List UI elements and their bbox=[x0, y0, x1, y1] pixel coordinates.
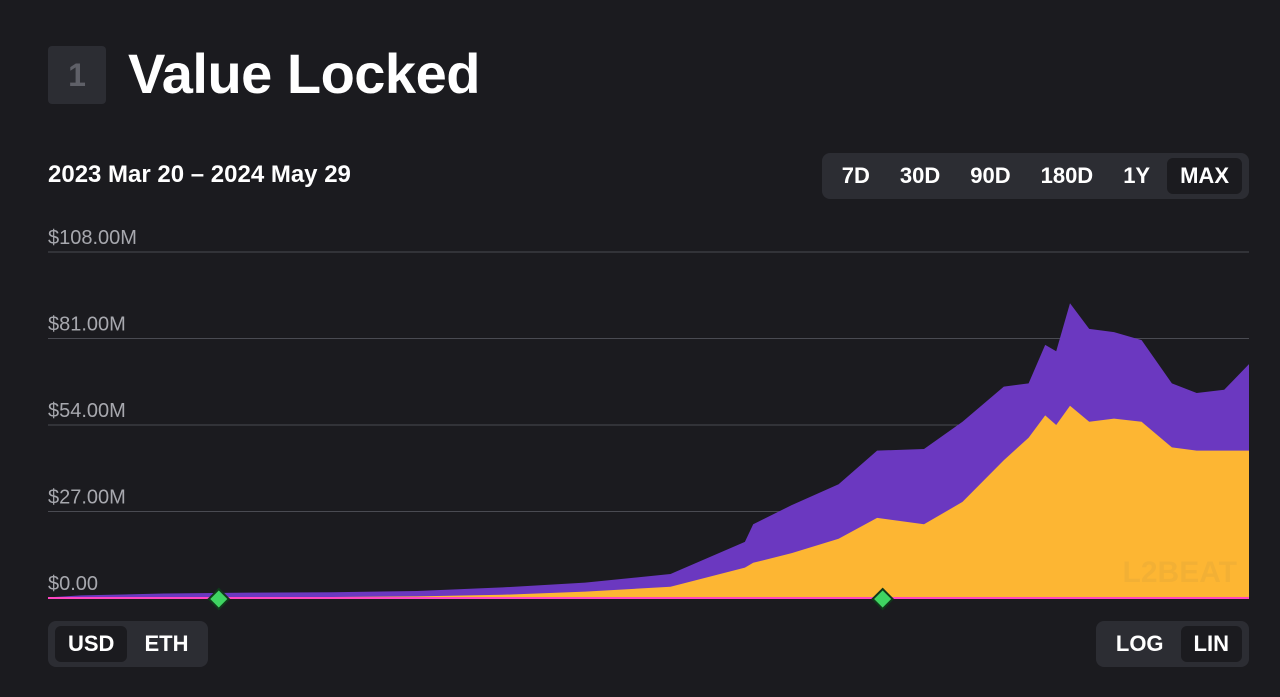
range-1y-button[interactable]: 1Y bbox=[1110, 158, 1163, 194]
range-90d-button[interactable]: 90D bbox=[957, 158, 1023, 194]
lin-scale-button[interactable]: LIN bbox=[1180, 626, 1242, 662]
series-bottom-area bbox=[48, 405, 1249, 598]
milestone-markers[interactable] bbox=[207, 587, 895, 611]
y-tick-label: $108.00M bbox=[48, 227, 137, 249]
page-title: Value Locked bbox=[128, 42, 480, 105]
time-range-switch: 7D 30D 90D 180D 1Y MAX bbox=[821, 153, 1249, 199]
y-axis-ticks: $0.00 $27.00M $54.00M $81.00M $108.00M bbox=[48, 227, 137, 595]
range-180d-button[interactable]: 180D bbox=[1028, 158, 1107, 194]
range-max-button[interactable]: MAX bbox=[1167, 158, 1242, 194]
y-tick-label: $27.00M bbox=[48, 487, 126, 509]
range-30d-button[interactable]: 30D bbox=[887, 158, 953, 194]
log-scale-button[interactable]: LOG bbox=[1103, 626, 1177, 662]
eth-button[interactable]: ETH bbox=[131, 626, 201, 662]
y-tick-label: $0.00 bbox=[48, 573, 98, 595]
series-areas bbox=[48, 303, 1249, 599]
scale-switch: LOG LIN bbox=[1095, 621, 1249, 667]
value-locked-chart[interactable]: $0.00 $27.00M $54.00M $81.00M $108.00M L2BEA… bbox=[0, 210, 1280, 620]
milestone-marker[interactable] bbox=[207, 587, 231, 611]
y-tick-label: $54.00M bbox=[48, 400, 126, 422]
l2beat-watermark: L2BEAT bbox=[1123, 556, 1237, 589]
date-range-label: 2023 Mar 20 – 2024 May 29 bbox=[48, 161, 351, 188]
milestone-marker[interactable] bbox=[871, 587, 895, 611]
chart-svg: $0.00 $27.00M $54.00M $81.00M $108.00M L2BEA… bbox=[48, 227, 1249, 611]
section-number-badge: 1 bbox=[48, 46, 106, 104]
y-tick-label: $81.00M bbox=[48, 314, 126, 336]
usd-button[interactable]: USD bbox=[55, 626, 128, 662]
currency-switch: USD ETH bbox=[48, 621, 209, 667]
range-7d-button[interactable]: 7D bbox=[829, 158, 883, 194]
